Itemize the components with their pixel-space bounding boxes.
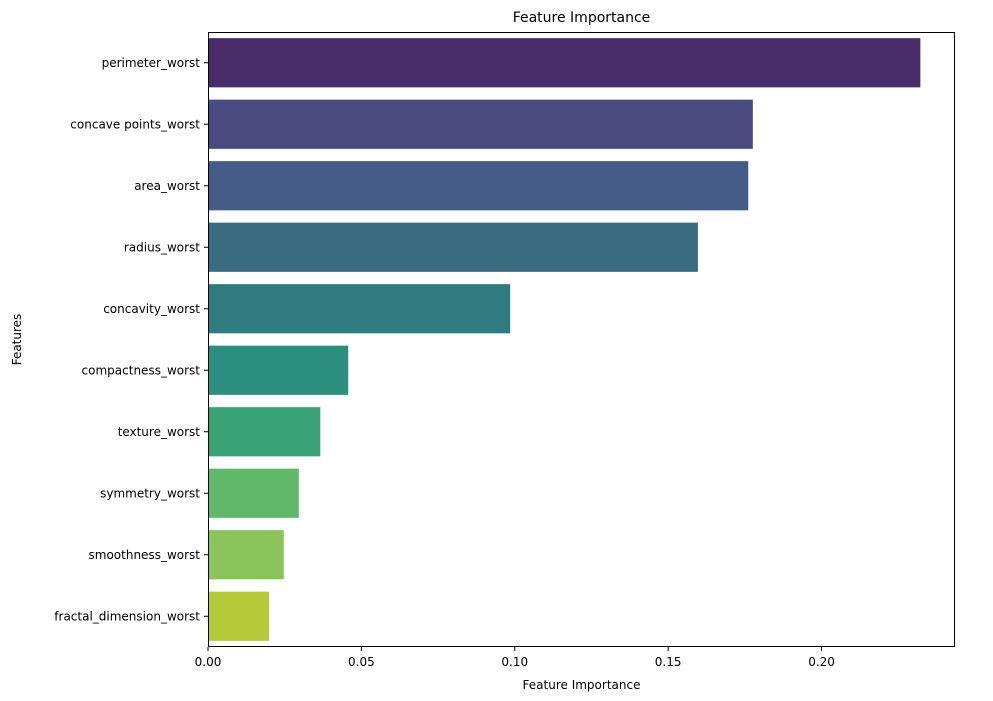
y-tick-label: texture_worst [118,425,201,439]
y-tick-label: compactness_worst [82,363,201,377]
x-tick-label: 0.00 [195,655,222,669]
x-tick-label: 0.05 [348,655,375,669]
bar [208,222,698,272]
y-tick-label: area_worst [134,179,200,193]
chart-title: Feature Importance [513,10,651,26]
y-tick-label: symmetry_worst [100,486,200,500]
y-axis-label: Features [10,314,24,366]
bar [208,468,299,518]
x-tick-label: 0.10 [501,655,528,669]
y-tick-label: concave points_worst [70,117,200,131]
y-tick-label: smoothness_worst [89,548,201,562]
x-ticks-group: 0.00 0.05 0.10 0.15 0.20 [195,647,835,669]
x-tick-label: 0.15 [655,655,682,669]
bar [208,345,349,395]
bar [208,407,321,457]
bar [208,284,511,334]
bar [208,530,284,580]
x-axis-label: Feature Importance [523,678,641,692]
y-tick-label: perimeter_worst [102,56,201,70]
bars-group [208,38,921,641]
y-tick-label: concavity_worst [103,302,200,316]
bar [208,99,753,149]
bar [208,38,921,88]
y-tick-label: radius_worst [124,240,200,254]
x-tick-label: 0.20 [808,655,835,669]
bar [208,591,270,641]
plot-frame [208,32,955,647]
bar [208,161,749,211]
y-tick-label: fractal_dimension_worst [54,609,200,623]
